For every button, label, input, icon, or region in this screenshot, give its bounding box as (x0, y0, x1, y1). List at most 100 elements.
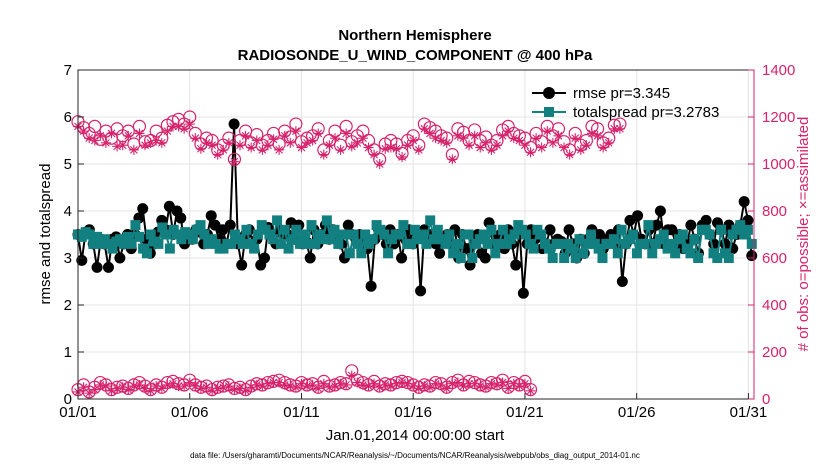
totalspread-point (490, 248, 501, 259)
assimilated-obs-point (329, 133, 340, 144)
totalspread-point (352, 238, 363, 249)
rmse-point (102, 261, 114, 273)
totalspread-point (107, 243, 118, 254)
totalspread-point (631, 248, 642, 259)
assimilated-obs-point (100, 137, 111, 148)
assimilated-obs-point (357, 133, 368, 144)
totalspread-point (616, 224, 627, 235)
rmse-point (304, 252, 316, 264)
assimilated-obs-point (369, 149, 380, 160)
assimilated-obs-point (363, 142, 374, 153)
series-layer (71, 110, 758, 399)
assimilated-obs-point (525, 147, 536, 158)
x-tick-label: 01/01 (59, 404, 97, 421)
assimilated-obs-point (156, 383, 167, 394)
assimilated-obs-point (285, 137, 296, 148)
totalspread-point (425, 215, 436, 226)
assimilated-obs-point (229, 384, 240, 395)
possible-obs-point (88, 119, 102, 134)
totalspread-point (451, 238, 462, 249)
assimilated-obs-point (195, 143, 206, 154)
y-tick-label: 5 (64, 156, 72, 173)
data-file-footnote: data file: /Users/gharamti/Documents/NCA… (190, 451, 640, 460)
assimilated-obs-point (614, 123, 625, 134)
rmse-point (632, 210, 644, 222)
assimilated-obs-point (106, 128, 117, 139)
rmse-point (746, 250, 758, 262)
assimilated-obs-point (140, 383, 151, 394)
totalspread-point (161, 229, 172, 240)
totalspread-point (310, 238, 321, 249)
assimilated-obs-point (447, 154, 458, 165)
assimilated-obs-point (391, 378, 402, 389)
totalspread-point (383, 248, 394, 259)
assimilated-obs-point (441, 383, 452, 394)
rmse-point (175, 212, 187, 224)
assimilated-obs-point (95, 379, 106, 390)
assimilated-obs-point (89, 135, 100, 146)
assimilated-obs-point (363, 381, 374, 392)
assimilated-obs-point (313, 383, 324, 394)
totalspread-point (520, 229, 531, 240)
assimilated-obs-point (318, 378, 329, 389)
assimilated-obs-point (212, 149, 223, 160)
assimilated-obs-point (223, 137, 234, 148)
assimilated-obs-point (408, 381, 419, 392)
totalspread-point (344, 248, 355, 259)
assimilated-obs-point (167, 121, 178, 132)
totalspread-point (555, 238, 566, 249)
assimilated-obs-point (464, 378, 475, 389)
assimilated-obs-point (452, 130, 463, 141)
y-tick-label: 4 (64, 203, 72, 220)
assimilated-obs-point (268, 134, 279, 145)
totalspread-point (467, 253, 478, 263)
totalspread-point (578, 248, 589, 259)
rmse-point (365, 280, 377, 292)
totalspread-point (735, 220, 746, 231)
totalspread-point (478, 229, 489, 240)
series-1 (73, 215, 757, 263)
totalspread-point (409, 224, 420, 235)
assimilated-obs-point (207, 140, 218, 151)
assimilated-obs-point (346, 141, 357, 152)
assimilated-obs-point (318, 149, 329, 160)
series-0 (72, 118, 758, 299)
totalspread-point (126, 238, 137, 249)
left-y-ticks: 0 1 2 3 4 5 6 7 (64, 62, 84, 408)
x-axis-label: Jan.01,2014 00:00:00 start (326, 427, 505, 444)
assimilated-obs-point (603, 137, 614, 148)
totalspread-point (348, 229, 359, 240)
totalspread-point (394, 229, 405, 240)
assimilated-obs-point (240, 130, 251, 141)
y2-tick-label: 600 (762, 250, 787, 267)
totalspread-point (639, 238, 650, 249)
assimilated-obs-point (436, 135, 447, 146)
totalspread-point (367, 234, 378, 245)
totalspread-point (704, 229, 715, 240)
rmse-point (654, 205, 666, 217)
assimilated-obs-point (335, 144, 346, 155)
totalspread-point (406, 238, 417, 249)
assimilated-obs-point (492, 140, 503, 151)
assimilated-obs-point (369, 378, 380, 389)
assimilated-obs-point (536, 142, 547, 153)
assimilated-obs-point (240, 385, 251, 396)
assimilated-obs-point (279, 379, 290, 390)
assimilated-obs-point (218, 382, 229, 393)
assimilated-obs-point (184, 119, 195, 130)
assimilated-obs-point (352, 137, 363, 148)
x-tick-label: 01/11 (283, 404, 319, 421)
assimilated-obs-point (570, 133, 581, 144)
assimilated-obs-point (413, 144, 424, 155)
assimilated-obs-point (341, 379, 352, 390)
totalspread-point (92, 231, 103, 242)
totalspread-point (268, 234, 279, 245)
totalspread-point (329, 224, 340, 235)
totalspread-point (318, 234, 329, 245)
y-tick-label: 2 (64, 297, 72, 314)
totalspread-point (543, 243, 554, 254)
assimilated-obs-point (559, 142, 570, 153)
assimilated-obs-point (402, 140, 413, 151)
series-2 (71, 110, 627, 166)
assimilated-obs-point (413, 383, 424, 394)
